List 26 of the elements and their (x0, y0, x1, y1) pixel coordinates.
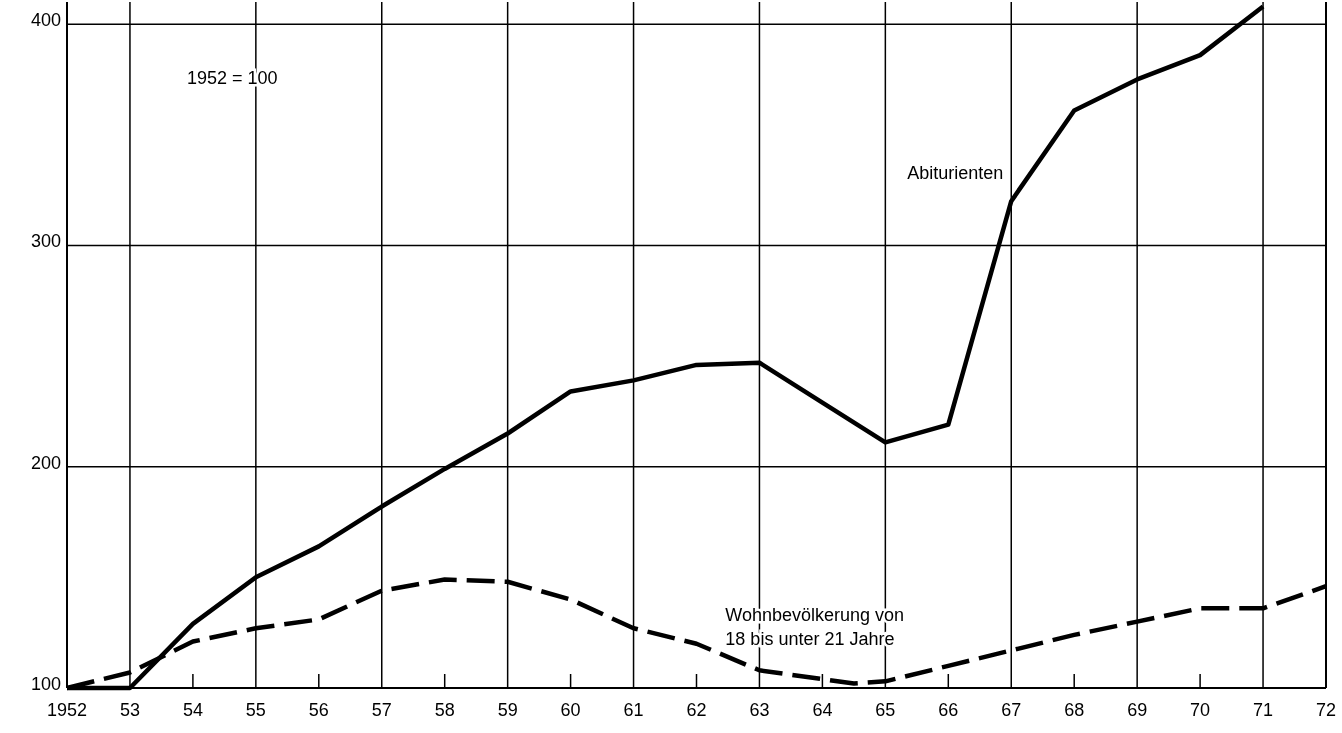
x-tick-label: 66 (938, 700, 959, 720)
y-tick-label: 200 (30, 452, 61, 473)
x-tick-label: 68 (1064, 700, 1085, 720)
y-tick-label: 400 (30, 9, 61, 30)
series-label: Abiturienten (907, 163, 1004, 184)
x-tick-label: 71 (1253, 700, 1274, 720)
x-tick-label: 54 (182, 700, 203, 720)
x-tick-label: 70 (1190, 700, 1211, 720)
x-tick-label: 62 (686, 700, 707, 720)
x-tick-label: 65 (875, 700, 896, 720)
y-tick-label: 100 (30, 673, 61, 694)
x-tick-label: 63 (749, 700, 770, 720)
x-tick-label: 67 (1001, 700, 1022, 720)
x-tick-label: 58 (434, 700, 455, 720)
x-tick-label: 57 (371, 700, 392, 720)
x-tick-label: 59 (497, 700, 518, 720)
x-tick-label: 72 (1315, 700, 1337, 720)
x-tick-label: 69 (1127, 700, 1148, 720)
x-tick-label: 60 (560, 700, 581, 720)
x-tick-label: 61 (623, 700, 644, 720)
x-tick-label: 64 (812, 700, 833, 720)
x-tick-label: 55 (245, 700, 266, 720)
y-tick-label: 300 (30, 231, 61, 252)
x-tick-label: 53 (119, 700, 140, 720)
x-tick-label: 56 (308, 700, 329, 720)
x-tick-label: 1952 (46, 700, 88, 720)
